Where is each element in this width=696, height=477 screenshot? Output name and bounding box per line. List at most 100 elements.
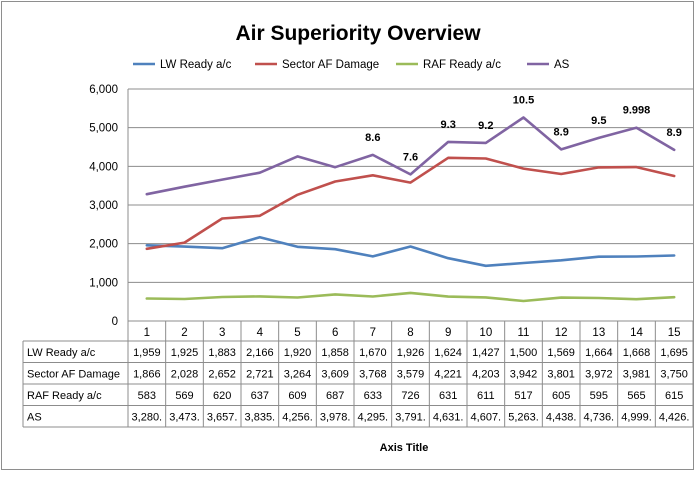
- table-cell: 4,221: [434, 368, 462, 380]
- series-line: [145, 291, 676, 303]
- table-cell: 1,664: [585, 347, 613, 359]
- legend: LW Ready a/c Sector AF Damage RAF Ready a/…: [133, 59, 570, 71]
- table-cell: 4,426.: [659, 411, 690, 423]
- table-cell: 4,438.: [546, 411, 577, 423]
- y-tick-label: 6,000: [89, 84, 118, 96]
- table-cell: 1,569: [547, 347, 575, 359]
- x-tick-label: 15: [668, 327, 681, 339]
- x-tick-label: 6: [332, 327, 338, 339]
- y-tick-label: 3,000: [89, 200, 118, 212]
- table-cell: 1,624: [434, 347, 462, 359]
- table-cell: 609: [288, 390, 306, 402]
- chart-title: Air Superiority Overview: [235, 22, 481, 45]
- series-line: [145, 116, 676, 196]
- table-cell: 1,959: [133, 347, 161, 359]
- table-cell: 3,801: [547, 368, 575, 380]
- table-cell: 3,609: [321, 368, 349, 380]
- table-cell: 1,695: [660, 347, 688, 359]
- data-label: 8.6: [365, 132, 380, 144]
- y-tick-label: 2,000: [89, 239, 118, 251]
- table-cell: 2,166: [246, 347, 274, 359]
- data-label: 9.998: [623, 105, 651, 117]
- x-tick-label: 7: [370, 327, 376, 339]
- x-axis-title: Axis Title: [380, 442, 429, 454]
- table-cell: 1,668: [623, 347, 651, 359]
- table-cell: 687: [326, 390, 344, 402]
- table-cell: 1,883: [208, 347, 236, 359]
- table-cell: 3,473.: [169, 411, 200, 423]
- table-row-header: LW Ready a/c: [27, 347, 96, 359]
- table-cell: 620: [213, 390, 231, 402]
- x-tick-label: 10: [479, 327, 492, 339]
- y-tick-label: 4,000: [89, 161, 118, 173]
- x-tick-label: 4: [257, 327, 264, 339]
- table-cell: 4,203: [472, 368, 500, 380]
- table-cell: 3,264: [284, 368, 312, 380]
- table-cell: 1,427: [472, 347, 500, 359]
- table-cell: 637: [251, 390, 269, 402]
- x-tick-label: 9: [445, 327, 451, 339]
- y-tick-label: 0: [112, 316, 118, 328]
- y-tick-label: 1,000: [89, 277, 118, 289]
- table-cell: 3,750: [660, 368, 688, 380]
- x-tick-label: 13: [592, 327, 605, 339]
- table-cell: 3,972: [585, 368, 613, 380]
- table-cell: 2,721: [246, 368, 274, 380]
- table-cell: 3,981: [623, 368, 651, 380]
- gridlines: [127, 88, 693, 321]
- data-labels: 8.6 7.6 9.3 9.2 10.5 8.9 9.5 9.998 8.9: [365, 94, 682, 163]
- table-cell: 615: [665, 390, 683, 402]
- table-cell: 3,978.: [320, 411, 351, 423]
- table-cell: 3,657.: [207, 411, 238, 423]
- x-tick-label: 1: [144, 327, 150, 339]
- data-label: 8.9: [667, 127, 682, 139]
- table-cell: 3,579: [397, 368, 425, 380]
- table-cell: 1,925: [171, 347, 199, 359]
- table-cell: 4,295.: [358, 411, 389, 423]
- table-cell: 3,835.: [245, 411, 276, 423]
- table-cell: 605: [552, 390, 570, 402]
- table-cell: 1,920: [284, 347, 312, 359]
- table-cell: 3,942: [510, 368, 538, 380]
- table-cell: 1,670: [359, 347, 387, 359]
- table-cell: 1,866: [133, 368, 161, 380]
- data-label: 10.5: [513, 94, 534, 106]
- table-cell: 1,926: [397, 347, 425, 359]
- table-row-header: AS: [27, 411, 42, 423]
- data-label: 7.6: [403, 151, 418, 163]
- series-line: [145, 235, 676, 268]
- table-cell: 583: [138, 390, 156, 402]
- data-label: 9.2: [478, 120, 493, 132]
- legend-label: AS: [554, 59, 570, 71]
- table-row-header: Sector AF Damage: [27, 368, 120, 380]
- x-tick-label: 14: [630, 327, 643, 339]
- y-axis-ticks: 6,000 5,000 4,000 3,000 2,000 1,000 0: [89, 84, 118, 328]
- y-tick-label: 5,000: [89, 123, 118, 135]
- table-cell: 569: [175, 390, 193, 402]
- table-cell: 2,652: [208, 368, 236, 380]
- table-cell: 2,028: [171, 368, 199, 380]
- table-cell: 4,736.: [584, 411, 615, 423]
- table-cell: 565: [627, 390, 645, 402]
- chart-frame: [1, 1, 694, 470]
- table-cell: 4,256.: [282, 411, 313, 423]
- x-tick-label: 8: [407, 327, 413, 339]
- data-label: 8.9: [554, 126, 569, 138]
- table-cell: 4,607.: [471, 411, 502, 423]
- x-tick-label: 11: [518, 327, 530, 339]
- table-cell: 3,791.: [395, 411, 426, 423]
- legend-label: Sector AF Damage: [282, 59, 379, 71]
- x-tick-label: 5: [294, 327, 300, 339]
- table-cell: 4,631.: [433, 411, 464, 423]
- table-cell: 3,768: [359, 368, 387, 380]
- table-cell: 5,263.: [508, 411, 539, 423]
- data-label: 9.3: [441, 119, 456, 131]
- table-cell: 517: [514, 390, 532, 402]
- table-cell: 4,999.: [621, 411, 652, 423]
- table-cell: 633: [364, 390, 382, 402]
- table-cell: 726: [401, 390, 419, 402]
- legend-label: LW Ready a/c: [160, 59, 232, 71]
